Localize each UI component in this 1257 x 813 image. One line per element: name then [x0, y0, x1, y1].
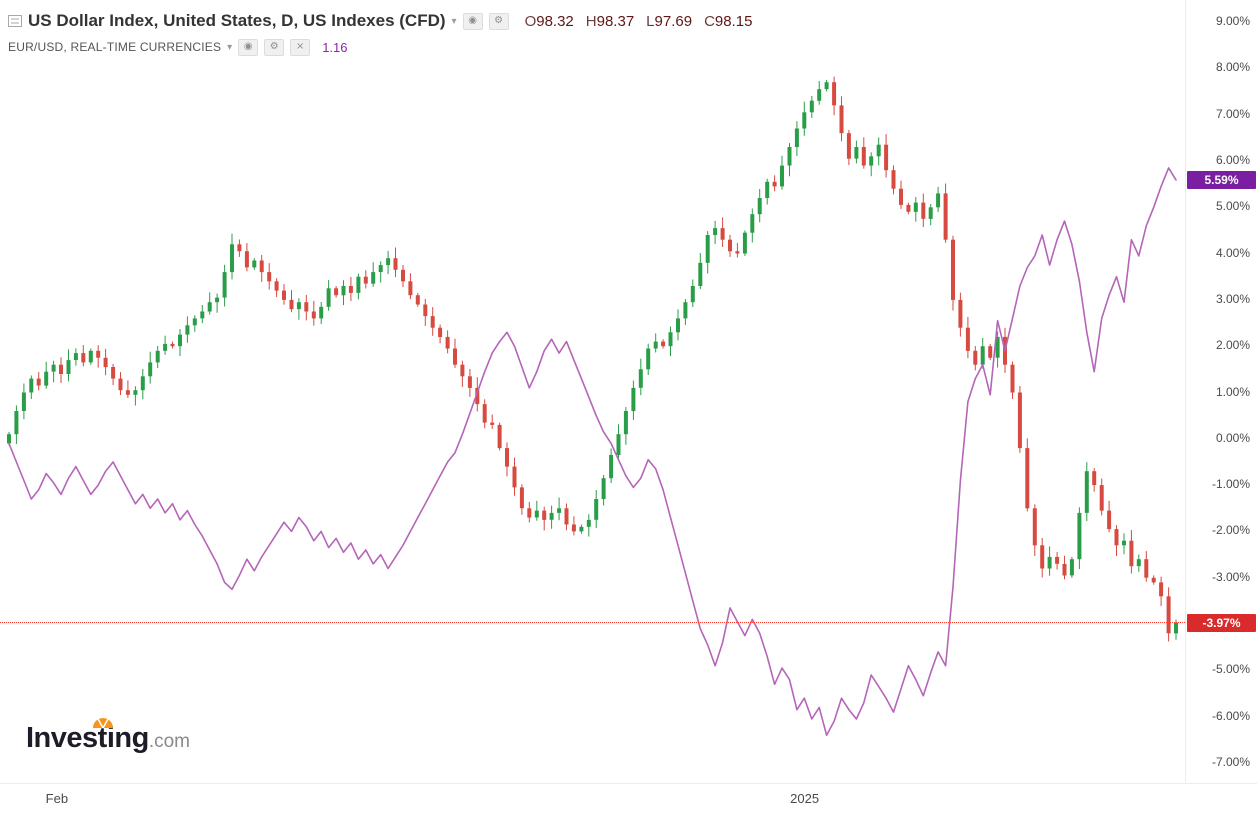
y-axis-label: 6.00%	[1215, 152, 1250, 167]
legend-row-overlay: EUR/USD, REAL-TIME CURRENCIES ▾ ◉ ⚙ × 1.…	[8, 36, 752, 58]
y-axis-label: -6.00%	[1211, 708, 1250, 723]
y-axis-label: 1.00%	[1215, 384, 1250, 399]
high-value: 98.37	[596, 12, 635, 30]
x-axis-label: Feb	[45, 791, 69, 806]
logo-brand-text: Investing	[26, 722, 149, 754]
y-axis-label: 8.00%	[1215, 60, 1250, 75]
open-label: O	[524, 12, 537, 30]
x-axis-label: 2025	[790, 791, 820, 806]
settings-icon[interactable]: ⚙	[488, 12, 509, 30]
y-axis-label: 9.00%	[1215, 14, 1250, 28]
y-axis-label: -5.00%	[1211, 662, 1250, 677]
y-axis-label: -1.00%	[1211, 477, 1250, 492]
high-label: H	[585, 12, 597, 30]
y-axis-label: -2.00%	[1211, 523, 1250, 538]
legend: US Dollar Index, United States, D, US In…	[8, 8, 752, 58]
price-axis[interactable]: 9.00% 8.00% 7.00% 6.00% 5.00% 4.00% 3.00% 2.00%…	[1185, 0, 1257, 783]
chart-plot-area[interactable]: US Dollar Index, United States, D, US In…	[0, 0, 1185, 783]
symbol-title: US Dollar Index, United States, D, US In…	[28, 11, 446, 30]
y-axis-label: 0.00%	[1215, 430, 1250, 445]
open-value: 98.32	[536, 12, 574, 30]
overlay-value: 1.16	[322, 39, 348, 55]
ohlc-close: C98.15	[704, 13, 752, 30]
close-icon[interactable]: ×	[290, 38, 311, 56]
y-axis-label: 2.00%	[1215, 338, 1250, 353]
low-label: L	[646, 12, 655, 30]
close-value: 98.15	[714, 12, 753, 30]
y-axis-label: 4.00%	[1215, 245, 1250, 260]
chevron-down-icon[interactable]: ▾	[451, 15, 457, 27]
chart-canvas[interactable]	[0, 0, 1185, 783]
y-axis-label: 5.00%	[1215, 199, 1250, 214]
chevron-down-icon[interactable]: ▾	[227, 41, 233, 53]
legend-collapse-icon[interactable]	[8, 15, 22, 27]
ohlc-low: L97.69	[646, 13, 692, 30]
y-axis-label: 3.00%	[1215, 291, 1250, 306]
ohlc-high: H98.37	[586, 13, 634, 30]
ohlc-values: O98.32 H98.37 L97.69 C98.15	[525, 13, 753, 30]
investing-logo: Investing .com	[26, 718, 190, 755]
logo-fan-icon	[92, 715, 114, 733]
overlay-title: EUR/USD, REAL-TIME CURRENCIES	[8, 40, 222, 54]
visibility-icon[interactable]: ◉	[238, 38, 259, 56]
y-axis-label: -3.00%	[1211, 569, 1250, 584]
visibility-icon[interactable]: ◉	[462, 12, 483, 30]
dxy-last-price-tag: -3.97%	[1187, 613, 1256, 632]
settings-icon[interactable]: ⚙	[264, 38, 285, 56]
low-value: 97.69	[654, 12, 693, 30]
close-label: C	[704, 12, 715, 30]
y-axis-label: -7.00%	[1211, 755, 1250, 769]
logo-suffix-text: .com	[148, 731, 190, 752]
ohlc-open: O98.32	[525, 13, 574, 30]
legend-row-symbol: US Dollar Index, United States, D, US In…	[8, 8, 752, 34]
price-alert-line	[0, 621, 1185, 623]
time-axis[interactable]: Feb 2025	[0, 783, 1257, 813]
y-axis-label: 7.00%	[1215, 106, 1250, 121]
eurusd-last-price-tag: 5.59%	[1187, 170, 1256, 189]
